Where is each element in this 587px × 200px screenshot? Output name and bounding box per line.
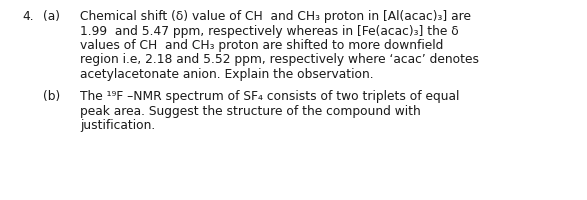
Text: (b): (b) <box>43 90 60 103</box>
Text: 1.99  and 5.47 ppm, respectively whereas in [Fe(acac)₃] the δ: 1.99 and 5.47 ppm, respectively whereas … <box>80 24 459 37</box>
Text: acetylacetonate anion. Explain the observation.: acetylacetonate anion. Explain the obser… <box>80 68 373 81</box>
Text: 4.: 4. <box>22 10 33 23</box>
Text: peak area. Suggest the structure of the compound with: peak area. Suggest the structure of the … <box>80 104 421 117</box>
Text: region i.e, 2.18 and 5.52 ppm, respectively where ‘acac’ denotes: region i.e, 2.18 and 5.52 ppm, respectiv… <box>80 53 479 66</box>
Text: (a): (a) <box>43 10 60 23</box>
Text: justification.: justification. <box>80 119 155 132</box>
Text: The ¹⁹F –NMR spectrum of SF₄ consists of two triplets of equal: The ¹⁹F –NMR spectrum of SF₄ consists of… <box>80 90 460 103</box>
Text: values of CH  and CH₃ proton are shifted to more downfield: values of CH and CH₃ proton are shifted … <box>80 39 443 52</box>
Text: Chemical shift (δ) value of CH  and CH₃ proton in [Al(acac)₃] are: Chemical shift (δ) value of CH and CH₃ p… <box>80 10 471 23</box>
